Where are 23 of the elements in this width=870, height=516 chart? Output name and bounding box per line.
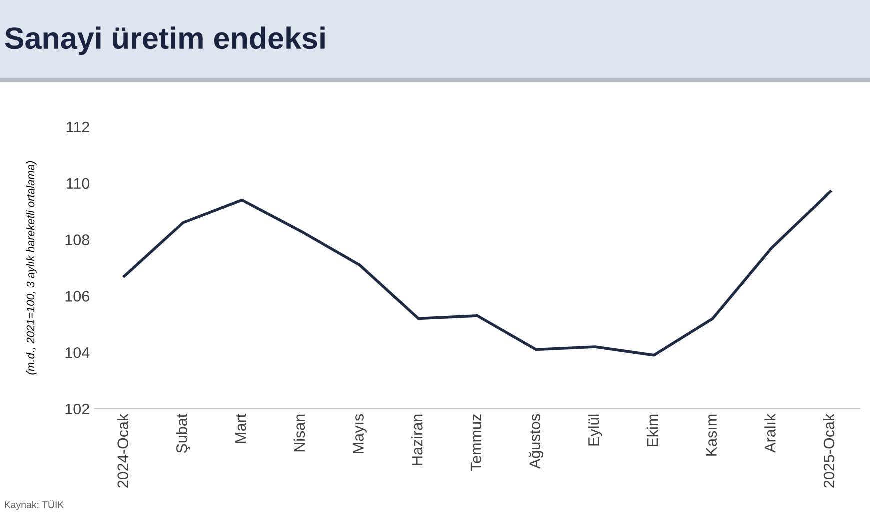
line-series <box>123 190 832 357</box>
x-tick-label: Kasım <box>706 414 717 456</box>
x-tick-label: Eylül <box>588 414 602 446</box>
chart-title: Sanayi üretim endeksi <box>5 26 325 56</box>
y-axis-title: (m.d., 2021=100, 3 aylık hareketli ortalama) <box>26 161 37 375</box>
x-tick-label: Haziran <box>412 414 423 466</box>
x-tick-label: 2025-Ocak <box>823 414 835 488</box>
y-tick-label: 108 <box>66 234 90 246</box>
x-tick-label: Ağustos <box>529 414 544 470</box>
y-tick-label: 112 <box>66 122 90 133</box>
x-tick-label: Şubat <box>176 414 190 454</box>
x-tick-label: Nisan <box>294 414 306 452</box>
y-tick-label: 106 <box>66 291 90 302</box>
x-tick-label: 2024-Ocak <box>117 414 129 488</box>
y-tick-label: 104 <box>66 347 90 358</box>
x-tick-label: Ekim <box>646 414 658 447</box>
y-tick-label: 110 <box>66 178 90 190</box>
y-tick-label: 102 <box>66 404 90 415</box>
x-tick-label: Mart <box>236 414 246 444</box>
x-tick-label: Temmuz <box>470 414 482 472</box>
text: Kaynak: TÜİK <box>5 500 64 510</box>
x-tick-label: Aralık <box>764 414 776 453</box>
x-tick-label: Mayıs <box>353 414 367 454</box>
